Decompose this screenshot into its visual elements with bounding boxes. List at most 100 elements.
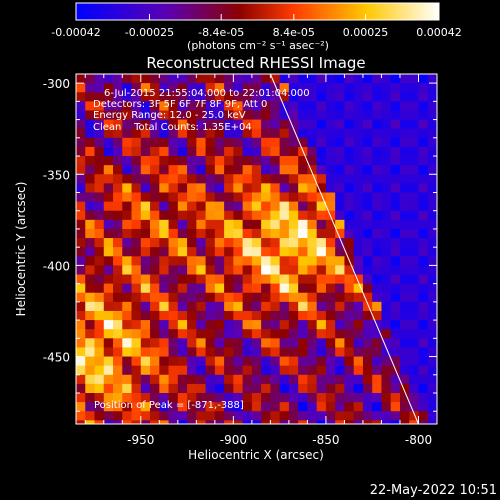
- heatmap-cell: [150, 156, 160, 166]
- heatmap-cell: [140, 192, 151, 203]
- heatmap-cell: [76, 274, 86, 285]
- heatmap-cell: [353, 420, 364, 424]
- heatmap-cell: [437, 302, 447, 312]
- heatmap-cell: [214, 383, 225, 394]
- heatmap-cell: [335, 210, 346, 221]
- colorbar-tick-label: 0.00025: [343, 26, 389, 39]
- heatmap-cell: [307, 228, 318, 239]
- heatmap-cell: [307, 110, 318, 121]
- heatmap-cell: [85, 192, 96, 203]
- heatmap-cell: [140, 393, 151, 403]
- heatmap-cell: [242, 274, 253, 285]
- heatmap-cell: [177, 183, 188, 194]
- heatmap-cell: [437, 92, 447, 102]
- heatmap-cell: [150, 256, 160, 267]
- heatmap-cell: [233, 119, 244, 130]
- heatmap-cell: [103, 256, 114, 267]
- heatmap-cell: [196, 137, 207, 148]
- heatmap-cell: [381, 338, 392, 349]
- heatmap-cell: [76, 365, 86, 376]
- heatmap-cell: [270, 238, 281, 248]
- heatmap-cell: [177, 301, 188, 312]
- heatmap-cell: [399, 101, 410, 112]
- heatmap-cell: [94, 347, 105, 358]
- heatmap-cell: [325, 110, 336, 121]
- heatmap-cell: [224, 402, 234, 412]
- heatmap-cell: [362, 393, 373, 403]
- heatmap-cell: [122, 247, 133, 257]
- heatmap-cell: [362, 219, 373, 230]
- heatmap-cell: [316, 356, 327, 367]
- heatmap-cell: [140, 329, 151, 339]
- heatmap-cell: [418, 238, 429, 248]
- heatmap-cell: [150, 365, 160, 376]
- heatmap-cell: [288, 192, 299, 203]
- heatmap-cell: [325, 338, 336, 349]
- heatmap-cell: [251, 183, 262, 194]
- heatmap-cell: [316, 365, 327, 376]
- heatmap-cell: [233, 137, 244, 148]
- heatmap-cell: [150, 110, 160, 121]
- heatmap-cell: [344, 429, 354, 439]
- heatmap-cell: [122, 137, 133, 148]
- heatmap-cell: [159, 247, 170, 257]
- heatmap-cell: [344, 119, 355, 130]
- heatmap-cell: [150, 238, 160, 248]
- heatmap-cell: [270, 174, 281, 184]
- heatmap-cell: [427, 393, 437, 403]
- heatmap-cell: [399, 228, 410, 239]
- y-tick-label: -450: [43, 351, 70, 365]
- heatmap-cell: [140, 238, 151, 248]
- heatmap-cell: [187, 165, 197, 175]
- heatmap-cell: [279, 83, 290, 93]
- heatmap-cell: [113, 374, 123, 385]
- heatmap-cell: [325, 83, 336, 93]
- heatmap-cell: [270, 283, 281, 294]
- heatmap-cell: [214, 283, 225, 294]
- heatmap-cell: [159, 92, 170, 102]
- heatmap-cell: [140, 420, 151, 424]
- heatmap-cell: [270, 156, 281, 166]
- annotation-peak-position: Position of Peak = [-871,-388]: [94, 400, 244, 411]
- heatmap-cell: [168, 201, 179, 212]
- heatmap-cell: [233, 292, 244, 303]
- heatmap-cell: [270, 292, 281, 303]
- heatmap-cell: [344, 292, 355, 303]
- heatmap-cell: [316, 83, 327, 93]
- heatmap-cell: [298, 265, 309, 276]
- heatmap-cell: [242, 247, 253, 257]
- solar-limb-line: [269, 73, 419, 425]
- heatmap-cell: [316, 119, 327, 130]
- heatmap-cell: [437, 366, 447, 376]
- heatmap-cell: [288, 283, 299, 294]
- heatmap-cell: [362, 247, 373, 257]
- heatmap-cell: [390, 146, 401, 157]
- heatmap-cell: [242, 238, 253, 248]
- heatmap-cell: [187, 374, 197, 385]
- heatmap-cell: [150, 310, 160, 321]
- heatmap-cell: [224, 374, 234, 385]
- heatmap-cell: [85, 420, 96, 424]
- heatmap-cell: [381, 137, 392, 148]
- heatmap-cell: [409, 265, 420, 276]
- heatmap-cell: [270, 429, 280, 439]
- heatmap-cell: [168, 265, 179, 276]
- heatmap-cell: [362, 137, 373, 148]
- heatmap-cell: [76, 283, 86, 294]
- heatmap-cell: [168, 292, 179, 303]
- heatmap-cell: [362, 146, 373, 157]
- heatmap-cell: [390, 119, 401, 130]
- heatmap-cell: [224, 338, 234, 349]
- heatmap-cell: [427, 347, 437, 358]
- heatmap-cell: [214, 210, 225, 221]
- heatmap-cell: [409, 329, 420, 339]
- heatmap-cell: [399, 274, 410, 285]
- heatmap-cell: [251, 192, 262, 203]
- heatmap-cell: [94, 265, 105, 276]
- heatmap-cell: [307, 420, 318, 424]
- heatmap-cell: [261, 274, 271, 285]
- heatmap-cell: [177, 74, 188, 84]
- heatmap-cell: [214, 137, 225, 148]
- heatmap-cell: [113, 183, 123, 194]
- heatmap-cell: [242, 219, 253, 230]
